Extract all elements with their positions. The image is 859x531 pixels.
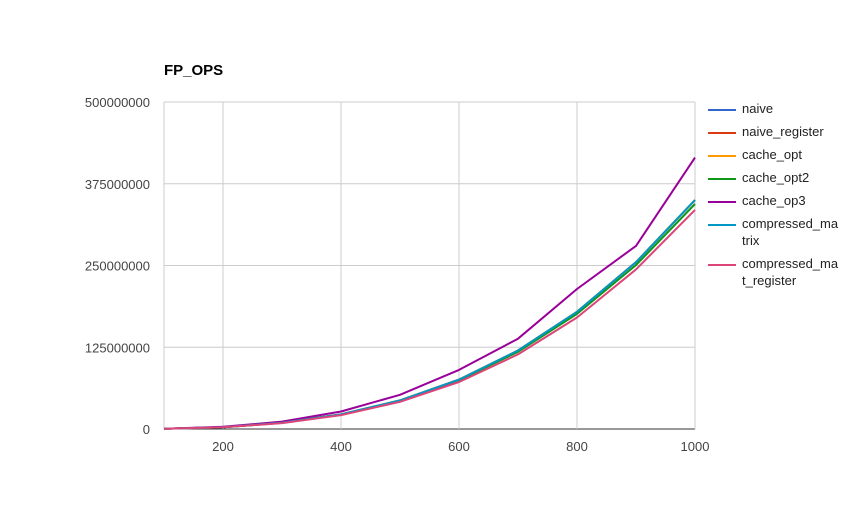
y-tick-label: 0 bbox=[143, 422, 150, 437]
legend-label: compressed_matrix bbox=[742, 216, 839, 248]
legend-swatch bbox=[708, 132, 736, 134]
x-tick-label: 1000 bbox=[681, 439, 710, 454]
series-line-naive bbox=[163, 199, 696, 430]
gridlines bbox=[163, 101, 696, 430]
legend-item-cache-op3: cache_op3 bbox=[708, 192, 858, 209]
legend-item-compressed-mat-register: compressed_mat_register bbox=[708, 255, 858, 289]
legend-label: naive bbox=[742, 101, 774, 116]
legend-item-cache-opt2: cache_opt2 bbox=[708, 169, 858, 186]
legend-label: cache_opt2 bbox=[742, 170, 810, 185]
x-tick-label: 200 bbox=[212, 439, 234, 454]
legend-item-naive-register: naive_register bbox=[708, 123, 858, 140]
y-tick-label: 250000000 bbox=[85, 259, 150, 274]
series-line-compressed-matrix bbox=[163, 199, 696, 430]
series-lines bbox=[163, 157, 696, 430]
legend-swatch bbox=[708, 155, 736, 157]
legend-item-naive: naive bbox=[708, 100, 858, 117]
x-tick-label: 800 bbox=[566, 439, 588, 454]
legend-swatch bbox=[708, 224, 736, 226]
legend-swatch bbox=[708, 178, 736, 180]
series-line-cache-op3 bbox=[163, 157, 696, 430]
legend-swatch bbox=[708, 109, 736, 111]
y-tick-label: 125000000 bbox=[85, 340, 150, 355]
y-axis-labels: 0 125000000 250000000 375000000 500000000 bbox=[85, 95, 150, 437]
legend-swatch bbox=[708, 264, 736, 266]
chart-title: FP_OPS bbox=[164, 62, 224, 79]
legend-label: cache_op3 bbox=[742, 193, 806, 208]
series-line-compressed-mat-register bbox=[163, 209, 696, 430]
y-tick-label: 375000000 bbox=[85, 177, 150, 192]
legend-item-cache-opt: cache_opt bbox=[708, 146, 858, 163]
y-tick-label: 500000000 bbox=[85, 95, 150, 110]
x-axis-labels: 200 400 600 800 1000 bbox=[212, 439, 709, 454]
legend-label: naive_register bbox=[742, 124, 824, 139]
legend-label: compressed_mat_register bbox=[742, 256, 839, 288]
x-tick-label: 400 bbox=[330, 439, 352, 454]
legend-label: cache_opt bbox=[742, 147, 802, 162]
legend-item-compressed-matrix: compressed_matrix bbox=[708, 215, 858, 249]
x-tick-label: 600 bbox=[448, 439, 470, 454]
series-line-cache-opt2 bbox=[163, 203, 696, 430]
series-line-naive-register bbox=[163, 199, 696, 430]
legend-swatch bbox=[708, 201, 736, 203]
series-line-cache-opt bbox=[163, 199, 696, 430]
